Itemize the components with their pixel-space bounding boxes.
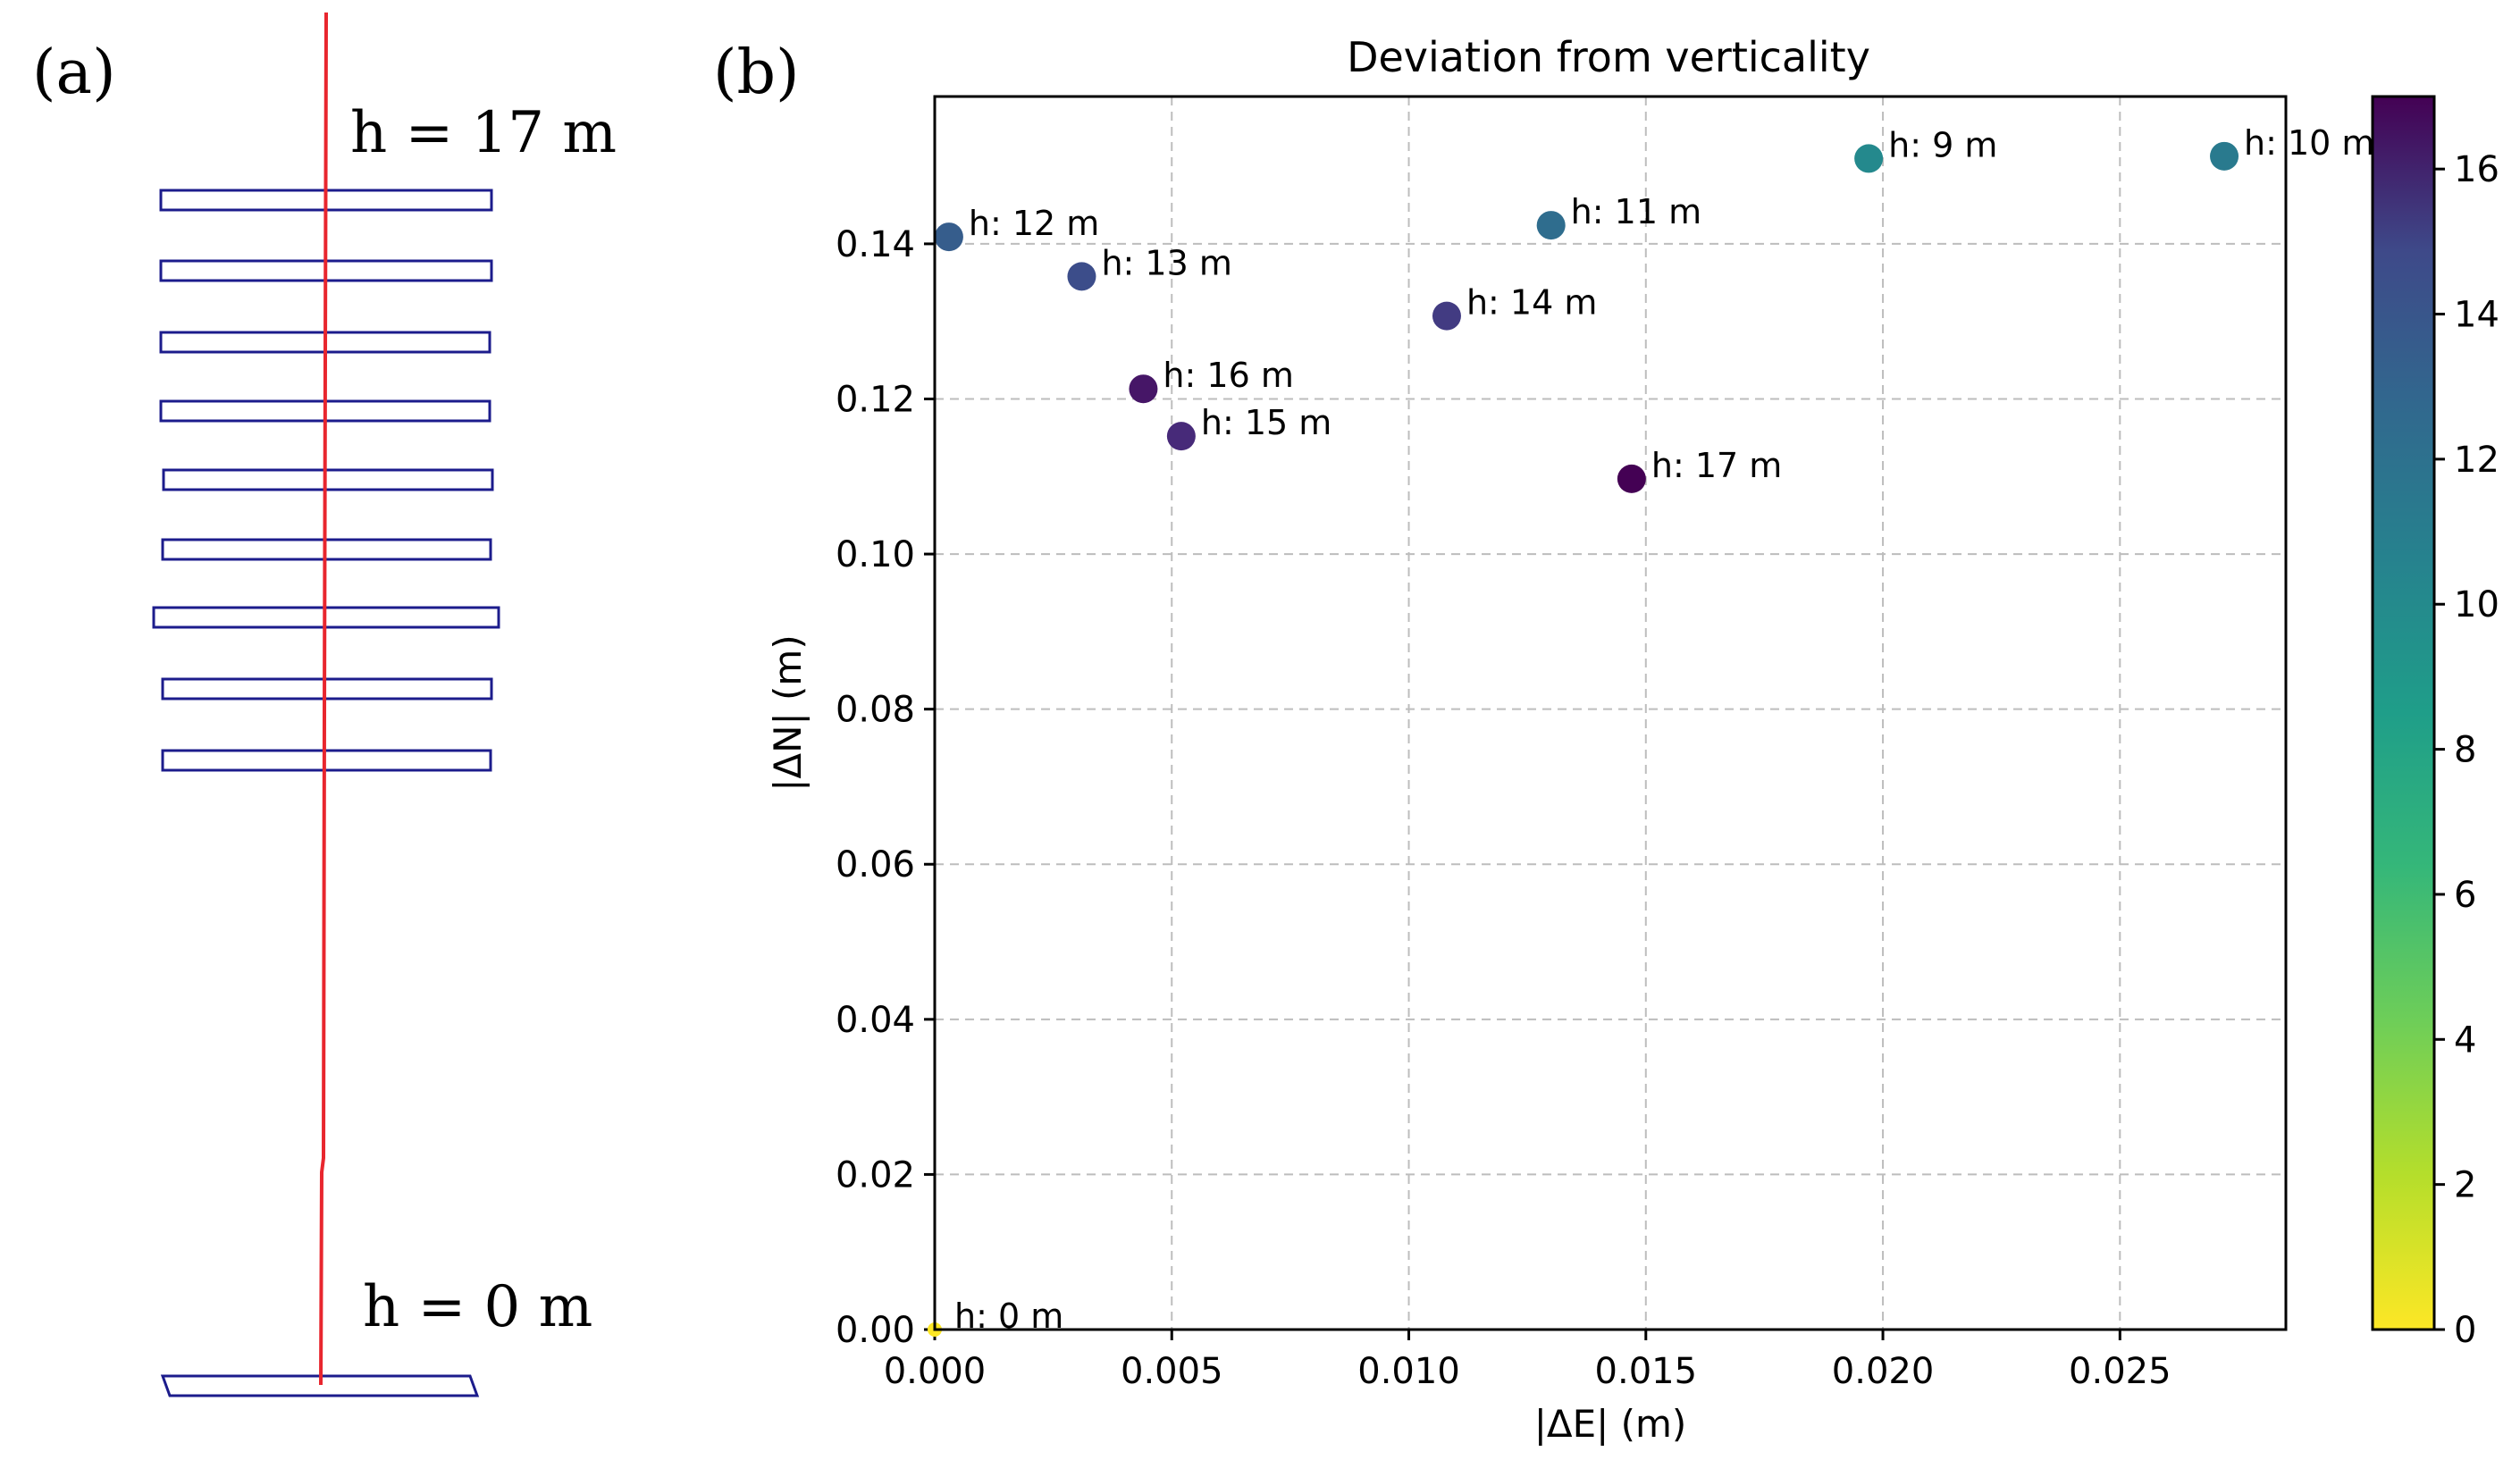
point-label: h: 12 m [969,204,1099,243]
colorbar-tick-label: 2 [2454,1165,2476,1206]
y-axis-ticks: 0.00 0.02 0.04 0.06 0.08 0.10 0.12 0.14 [836,224,935,1351]
colorbar-tick-label: 6 [2454,875,2476,916]
colorbar-tick-label: 0 [2454,1310,2476,1351]
bottom-height-label: h = 0 m [363,1274,592,1340]
floor-slice [162,468,494,491]
data-point [1617,464,1646,493]
floor-slice [161,749,492,772]
y-tick-label: 0.00 [836,1310,915,1351]
x-tick-label: 0.015 [1595,1351,1698,1392]
x-tick-label: 0.025 [2069,1351,2171,1392]
colorbar-tick-label: 4 [2454,1019,2476,1061]
colorbar-ticks: 0 2 4 6 8 10 12 14 16 [2434,149,2499,1351]
colorbar-tick-label: 8 [2454,730,2476,771]
base-slice [160,1374,480,1397]
y-tick-label: 0.10 [836,534,915,575]
point-label: h: 11 m [1571,192,1701,231]
x-axis-label: |ΔE| (m) [1534,1402,1687,1446]
point-label: h: 9 m [1888,125,1997,164]
panel-a-label: (a) [32,38,116,108]
y-tick-label: 0.08 [836,690,915,731]
floor-slice [161,538,492,561]
chart-title: Deviation from verticality [1347,33,1870,81]
data-point [1166,422,1196,451]
colorbar-tick-label: 16 [2454,149,2499,190]
data-point [2210,141,2239,171]
colorbar-tick-label: 10 [2454,584,2499,625]
data-point [1536,211,1566,240]
plot-frame [933,95,2288,1331]
y-tick-label: 0.04 [836,1000,915,1041]
vertical-axis-line [319,12,328,1386]
y-tick-label: 0.14 [836,224,915,265]
y-tick-label: 0.06 [836,844,915,885]
point-label: h: 14 m [1466,283,1597,323]
data-point [934,222,963,252]
point-label: h: 13 m [1101,243,1231,282]
point-label: h: 16 m [1163,356,1293,395]
y-tick-label: 0.02 [836,1154,915,1196]
x-tick-label: 0.020 [1832,1351,1935,1392]
colorbar: 0 2 4 6 8 10 12 14 16 [2371,95,2499,1351]
data-point [1432,301,1461,331]
data-point [1067,262,1096,291]
panel-a: (a) h = 17 m h = 0 m [32,12,617,1397]
top-height-label: h = 17 m [350,100,617,166]
grid [935,96,2286,1330]
x-tick-label: 0.010 [1357,1351,1460,1392]
point-label: h: 17 m [1651,446,1782,485]
panel-b-label: (b) [713,38,800,108]
y-tick-label: 0.12 [836,379,915,420]
data-point [1854,144,1884,173]
data-point [1129,374,1158,404]
panel-b: (b) Deviation from verticality 0.000 0.00… [713,33,2499,1446]
y-axis-label: |ΔN| (m) [766,634,810,792]
floor-slice [161,677,493,701]
x-axis-ticks: 0.000 0.005 0.010 0.015 0.020 0.025 [884,1330,2171,1392]
x-tick-label: 0.005 [1121,1351,1223,1392]
point-label: h: 15 m [1201,403,1331,442]
colorbar-gradient [2371,95,2436,1331]
colorbar-tick-label: 12 [2454,440,2499,481]
colorbar-tick-label: 14 [2454,295,2499,336]
x-tick-label: 0.000 [884,1351,987,1392]
point-label: h: 10 m [2244,123,2374,163]
scatter-points: h: 0 mh: 9 m h: 10 mh: 11 mh: 12 mh: 13 m… [928,123,2374,1337]
